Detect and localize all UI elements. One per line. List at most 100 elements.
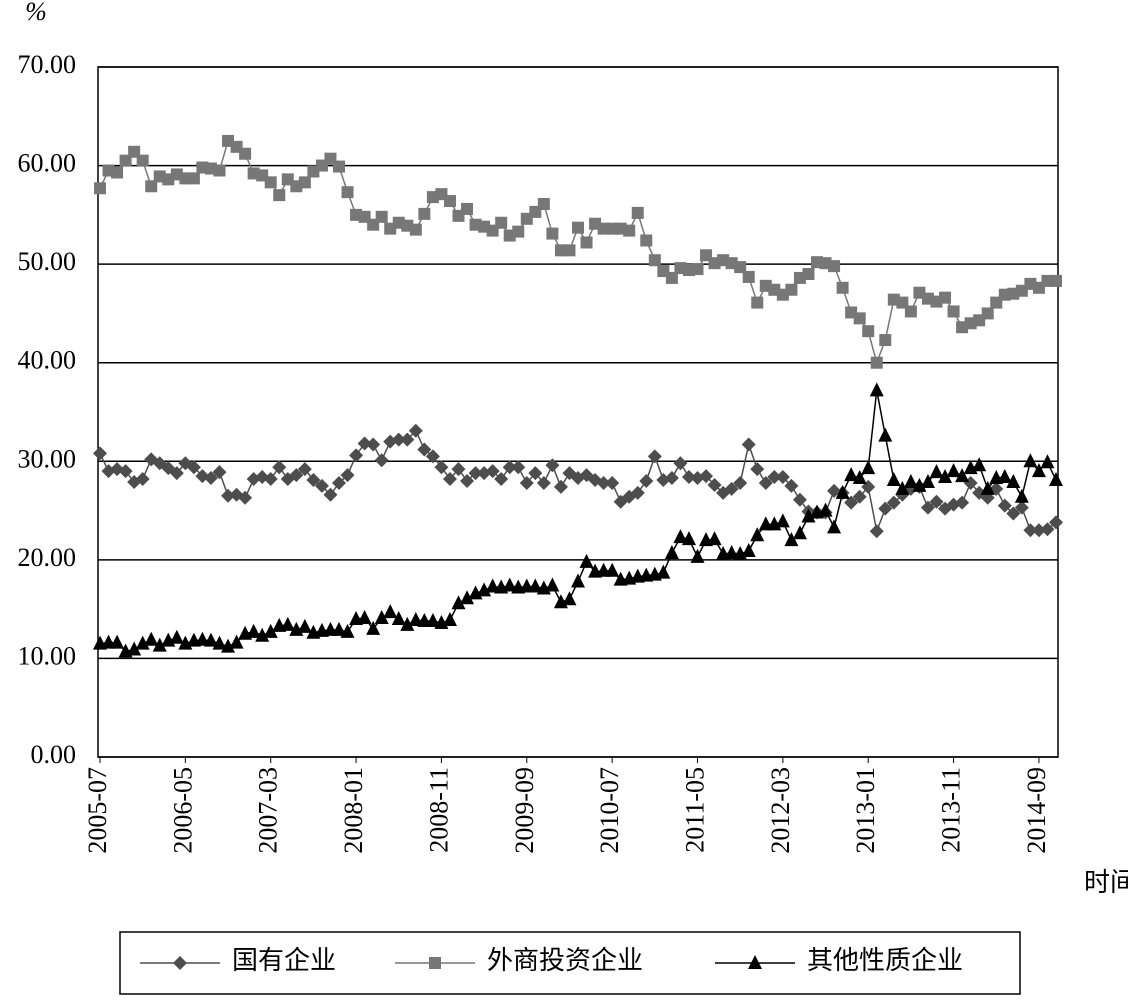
- data-point: [835, 484, 850, 499]
- plot-border: [97, 66, 1059, 758]
- data-point: [545, 577, 560, 592]
- data-point: [673, 456, 688, 471]
- data-point: [639, 474, 654, 488]
- data-point: [802, 268, 815, 280]
- data-point: [869, 524, 884, 539]
- data-point: [630, 485, 645, 500]
- data-point: [853, 312, 866, 325]
- data-point: [844, 495, 859, 510]
- data-point: [289, 468, 304, 483]
- data-point: [434, 460, 449, 475]
- legend-label: 国有企业: [232, 946, 336, 975]
- y-tick-label: 10.00: [18, 641, 77, 670]
- data-point: [272, 460, 287, 475]
- data-point: [929, 494, 944, 509]
- data-point: [1006, 506, 1021, 521]
- data-point: [1023, 453, 1038, 468]
- x-axis-label: 时间: [1084, 868, 1128, 897]
- data-point: [118, 464, 133, 479]
- data-point: [741, 542, 756, 557]
- data-point: [981, 307, 994, 320]
- data-point: [690, 548, 705, 563]
- data-point: [442, 611, 457, 626]
- data-point: [375, 210, 388, 223]
- data-point: [861, 460, 876, 475]
- data-point: [656, 564, 671, 579]
- data-point: [111, 166, 124, 179]
- y-tick-label: 0.00: [31, 740, 77, 769]
- data-point: [221, 488, 236, 503]
- data-point: [571, 573, 585, 588]
- data-point: [341, 186, 354, 199]
- data-point: [366, 437, 381, 452]
- y-tick-label: 50.00: [18, 247, 77, 276]
- y-tick-label: 30.00: [18, 444, 77, 473]
- legend-marker: [429, 957, 441, 969]
- data-point: [580, 236, 593, 249]
- data-point: [186, 460, 201, 475]
- data-point: [972, 457, 987, 472]
- data-point: [213, 164, 226, 177]
- data-point: [955, 495, 970, 510]
- data-point: [502, 460, 517, 475]
- data-point: [775, 470, 790, 485]
- series-line: [99, 139, 1056, 366]
- x-tick-label: 2011-05: [680, 767, 709, 853]
- data-point: [836, 281, 849, 294]
- data-point: [1049, 515, 1063, 530]
- data-point: [409, 223, 422, 236]
- legend-label: 其他性质企业: [807, 946, 963, 975]
- data-point: [852, 489, 867, 504]
- data-point: [775, 513, 790, 528]
- data-point: [255, 627, 270, 642]
- data-point: [229, 634, 244, 649]
- data-point: [1014, 488, 1029, 503]
- data-point: [920, 500, 935, 515]
- data-point: [724, 544, 739, 559]
- data-point: [605, 562, 620, 577]
- data-point: [767, 470, 782, 485]
- y-axis-label: %: [25, 0, 47, 26]
- data-point: [1050, 274, 1062, 287]
- data-point: [818, 502, 833, 517]
- data-point: [1049, 472, 1063, 487]
- data-point: [152, 637, 167, 652]
- data-point: [869, 382, 884, 397]
- data-point: [1014, 500, 1029, 515]
- data-point: [562, 591, 577, 606]
- data-point: [203, 471, 218, 486]
- data-point: [878, 427, 893, 442]
- y-tick-label: 70.00: [18, 50, 77, 79]
- data-point: [741, 437, 756, 452]
- data-point: [418, 207, 431, 220]
- data-point: [648, 254, 661, 267]
- x-tick-label: 2013-11: [937, 767, 966, 853]
- data-point: [537, 198, 550, 211]
- data-point: [886, 472, 901, 487]
- data-point: [502, 577, 517, 592]
- data-point: [460, 474, 475, 488]
- data-point: [468, 466, 483, 481]
- data-point: [691, 263, 704, 276]
- data-point: [784, 532, 799, 547]
- x-tick-label: 2005-07: [83, 767, 112, 854]
- data-point: [477, 582, 492, 597]
- data-point: [451, 595, 466, 610]
- data-point: [528, 466, 543, 481]
- data-point: [554, 244, 567, 257]
- data-point: [801, 508, 816, 523]
- data-point: [640, 234, 653, 247]
- data-point: [443, 195, 456, 208]
- x-tick-label: 2008-11: [424, 767, 453, 853]
- data-point: [828, 260, 841, 273]
- data-point: [903, 473, 918, 488]
- data-point: [751, 296, 764, 309]
- data-point: [332, 621, 346, 636]
- data-point: [187, 172, 200, 185]
- data-point: [425, 612, 440, 627]
- data-point: [485, 578, 500, 593]
- data-point: [631, 206, 644, 219]
- data-point: [374, 610, 389, 625]
- legend-box: [119, 931, 1021, 995]
